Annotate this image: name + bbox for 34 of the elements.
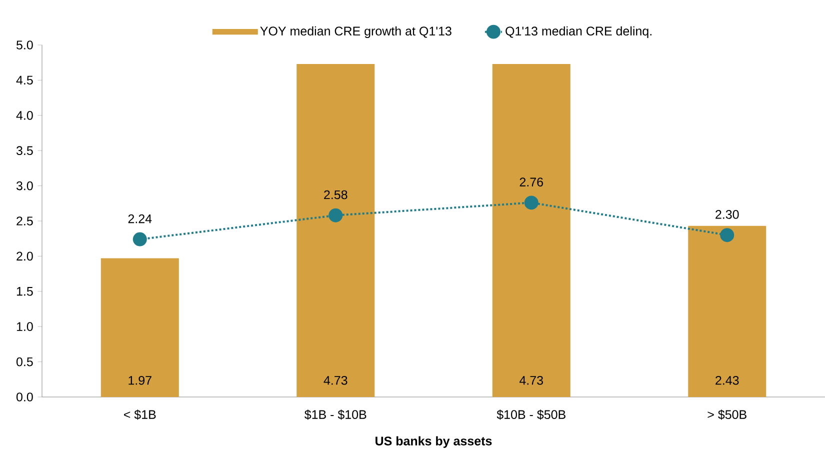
bar bbox=[100, 258, 179, 397]
bar bbox=[688, 226, 766, 397]
y-tick-label: 2.0 bbox=[16, 252, 33, 261]
point bbox=[328, 208, 343, 222]
data-label: 2.58 bbox=[324, 190, 348, 200]
y-tick-label: 0.0 bbox=[16, 392, 33, 402]
y-tick-label: 3.5 bbox=[16, 146, 33, 156]
legend-label: Q1'13 median CRE delinq. bbox=[506, 26, 652, 38]
x-tick-label: $1B - $10B bbox=[304, 410, 366, 420]
data-label: 2.43 bbox=[716, 376, 739, 385]
y-tick-label: 1.0 bbox=[16, 322, 33, 332]
y-tick-label: 4.0 bbox=[16, 110, 33, 120]
y-tick-label: 0.5 bbox=[16, 357, 33, 366]
y-tick-label: 3.0 bbox=[16, 181, 33, 190]
bar bbox=[492, 64, 570, 397]
data-label: 1.97 bbox=[128, 376, 152, 385]
x-tick-label: < $1B bbox=[124, 410, 156, 420]
data-label: 2.76 bbox=[520, 178, 543, 186]
data-label: 2.24 bbox=[128, 214, 152, 224]
y-tick-label: 5.0 bbox=[16, 40, 33, 50]
x-axis-title: US banks by assets bbox=[376, 436, 492, 448]
data-label: 2.30 bbox=[716, 210, 739, 219]
y-tick-label: 2.5 bbox=[16, 216, 33, 226]
point bbox=[132, 232, 147, 246]
y-tick-label: 4.5 bbox=[16, 76, 33, 85]
legend-label: YOY median CRE growth at Q1'13 bbox=[260, 26, 452, 38]
x-tick-label: $10B - $50B bbox=[496, 410, 566, 420]
y-tick-label: 1.5 bbox=[16, 287, 33, 296]
data-label: 4.73 bbox=[519, 376, 543, 385]
point bbox=[524, 196, 538, 210]
x-tick-label: > $50B bbox=[708, 410, 746, 420]
data-label: 4.73 bbox=[324, 376, 348, 385]
bar bbox=[296, 64, 375, 397]
point bbox=[720, 228, 734, 242]
